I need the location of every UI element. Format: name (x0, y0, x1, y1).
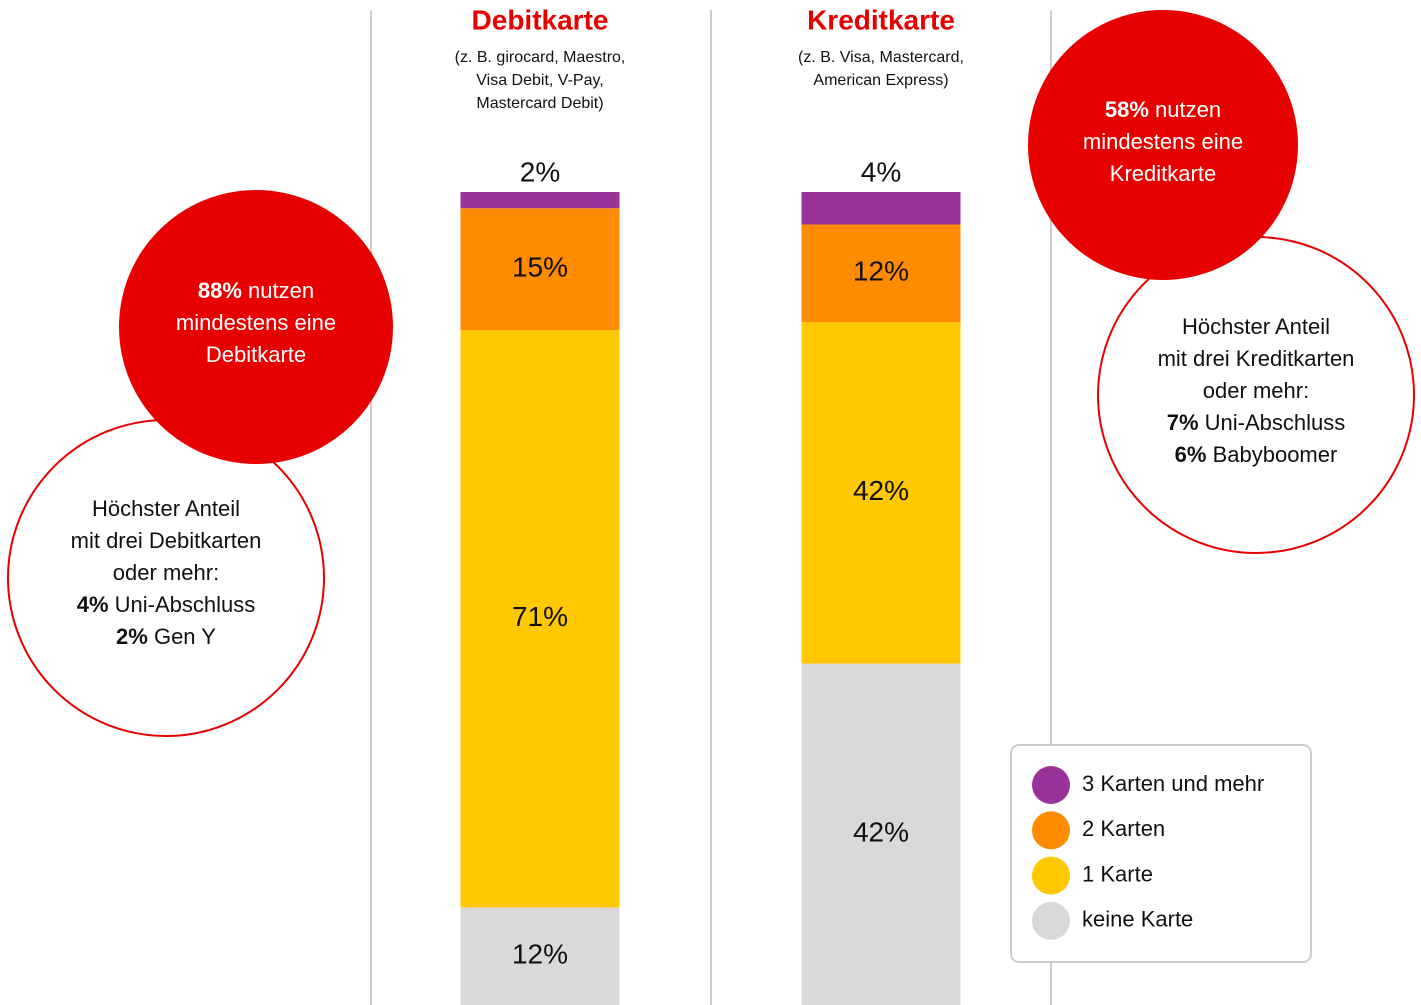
detail-item: 7% Uni-Abschluss (1167, 410, 1346, 435)
value-label: 2% (520, 156, 560, 187)
highlight-line: mindestens eine (1083, 129, 1243, 154)
category-title: Debitkarte (472, 4, 609, 35)
highlight-circle (1028, 10, 1298, 280)
bar-segment (801, 663, 961, 1005)
value-label: 12% (512, 939, 568, 970)
detail-value: 4% (77, 592, 109, 617)
value-label: 4% (861, 156, 901, 187)
detail-label: Babyboomer (1206, 442, 1337, 467)
category-note: American Express) (813, 72, 948, 89)
bar-segment (801, 224, 961, 323)
highlight-line: Kreditkarte (1110, 161, 1216, 186)
highlight-value: 58% (1105, 97, 1149, 122)
value-label: 71% (512, 601, 568, 632)
highlight-line: Debitkarte (206, 342, 306, 367)
detail-item: 6% Babyboomer (1175, 442, 1338, 467)
bar-segment (460, 907, 620, 1005)
highlight-text: mindestens eine (1083, 129, 1243, 154)
highlight-circle (119, 190, 393, 464)
legend-box (1010, 744, 1312, 963)
legend-label: 3 Karten und mehr (1082, 771, 1264, 796)
detail-text: Höchster Anteil (92, 496, 240, 521)
detail-value: 2% (116, 624, 148, 649)
detail-text: mit drei Debitkarten (71, 528, 262, 553)
bar-segment (801, 192, 961, 225)
detail-label: Uni-Abschluss (109, 592, 256, 617)
highlight-text: 58% nutzen (1105, 97, 1221, 122)
highlight-line: mindestens eine (176, 310, 336, 335)
detail-value: 7% (1167, 410, 1199, 435)
category-title: Kreditkarte (807, 4, 955, 35)
highlight-text: 88% nutzen (198, 278, 314, 303)
highlight-text: Debitkarte (206, 342, 306, 367)
detail-label: Uni-Abschluss (1199, 410, 1346, 435)
value-label: 42% (853, 475, 909, 506)
detail-text: oder mehr: (113, 560, 219, 585)
highlight-text: Kreditkarte (1110, 161, 1216, 186)
detail-text: mit drei Kreditkarten (1158, 346, 1355, 371)
highlight-text: mindestens eine (176, 310, 336, 335)
highlight-value: 88% (198, 278, 242, 303)
detail-item: 2% Gen Y (116, 624, 216, 649)
bar-segment (460, 192, 620, 209)
detail-label: Gen Y (148, 624, 216, 649)
bar-segment (460, 208, 620, 331)
category-note: (z. B. girocard, Maestro, (455, 49, 626, 66)
category-note: Mastercard Debit) (476, 95, 603, 112)
legend-label: 1 Karte (1082, 861, 1153, 886)
category-note: (z. B. Visa, Mastercard, (798, 49, 964, 66)
bar-segment (460, 330, 620, 908)
value-label: 12% (853, 256, 909, 287)
bar-segment (801, 322, 961, 664)
legend-swatch (1032, 766, 1070, 804)
legend-label: keine Karte (1082, 907, 1193, 932)
legend-label: 2 Karten (1082, 816, 1165, 841)
detail-item: 4% Uni-Abschluss (77, 592, 256, 617)
legend-swatch (1032, 856, 1070, 895)
detail-value: 6% (1175, 442, 1207, 467)
value-label: 42% (853, 817, 909, 848)
value-label: 15% (512, 252, 568, 283)
highlight-line: nutzen (242, 278, 314, 303)
legend-swatch (1032, 901, 1070, 940)
category-note: Visa Debit, V-Pay, (476, 72, 603, 89)
detail-text: oder mehr: (1203, 378, 1309, 403)
detail-text: Höchster Anteil (1182, 314, 1330, 339)
legend-swatch (1032, 811, 1070, 850)
highlight-line: nutzen (1149, 97, 1221, 122)
